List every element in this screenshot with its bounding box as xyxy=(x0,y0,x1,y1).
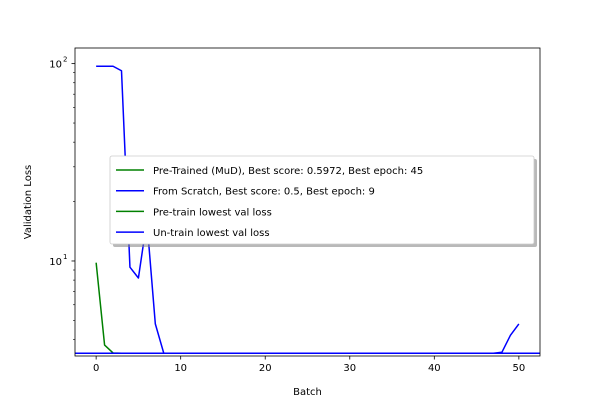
y-tick-exponent: 2 xyxy=(63,56,67,64)
legend-label: Pre-train lowest val loss xyxy=(153,207,272,218)
axes-frame xyxy=(74,47,541,357)
legend-entries: Pre-Trained (MuD), Best score: 0.5972, B… xyxy=(116,166,423,239)
x-tick-label: 0 xyxy=(93,363,99,374)
x-tick-label: 50 xyxy=(512,363,525,374)
y-tick-label: 10 xyxy=(49,257,62,268)
y-axis-label: Validation Loss xyxy=(23,165,34,240)
x-tick-label: 40 xyxy=(428,363,441,374)
x-axis-ticks: 0 10 20 30 40 50 xyxy=(93,356,525,374)
y-tick-exponent: 1 xyxy=(63,253,67,261)
x-tick-label: 10 xyxy=(174,363,187,374)
x-tick-label: 30 xyxy=(343,363,356,374)
legend-label: Un-train lowest val loss xyxy=(153,228,270,239)
legend-box xyxy=(109,155,535,245)
x-axis-label: Batch xyxy=(293,387,322,398)
y-tick-base: 10 xyxy=(49,257,62,268)
legend-label: From Scratch, Best score: 0.5, Best epoc… xyxy=(153,187,375,198)
legend-label: Pre-Trained (MuD), Best score: 0.5972, B… xyxy=(153,166,423,177)
x-tick-label: 20 xyxy=(259,363,272,374)
y-tick-label: 10 xyxy=(49,60,62,71)
y-tick-base: 10 xyxy=(49,60,62,71)
plot-lines xyxy=(75,65,540,354)
legend: Pre-Trained (MuD), Best score: 0.5972, B… xyxy=(109,155,537,247)
